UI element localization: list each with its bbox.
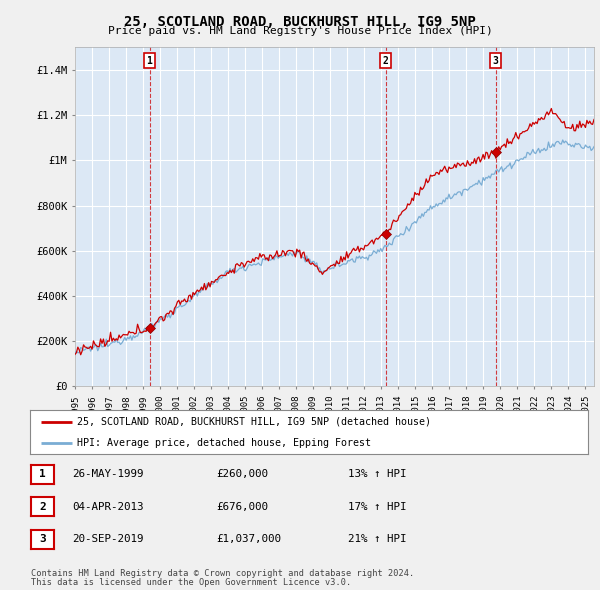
Text: This data is licensed under the Open Government Licence v3.0.: This data is licensed under the Open Gov… [31, 578, 352, 588]
Text: £260,000: £260,000 [216, 470, 268, 479]
Text: 3: 3 [39, 535, 46, 544]
Text: 2: 2 [39, 502, 46, 512]
Text: 25, SCOTLAND ROAD, BUCKHURST HILL, IG9 5NP: 25, SCOTLAND ROAD, BUCKHURST HILL, IG9 5… [124, 15, 476, 29]
Text: Contains HM Land Registry data © Crown copyright and database right 2024.: Contains HM Land Registry data © Crown c… [31, 569, 415, 578]
Text: 13% ↑ HPI: 13% ↑ HPI [348, 470, 407, 479]
Text: HPI: Average price, detached house, Epping Forest: HPI: Average price, detached house, Eppi… [77, 438, 371, 448]
Text: 17% ↑ HPI: 17% ↑ HPI [348, 502, 407, 512]
Text: 20-SEP-2019: 20-SEP-2019 [72, 535, 143, 544]
Text: 1: 1 [146, 56, 152, 65]
Text: 04-APR-2013: 04-APR-2013 [72, 502, 143, 512]
Text: 2: 2 [383, 56, 388, 65]
Text: 21% ↑ HPI: 21% ↑ HPI [348, 535, 407, 544]
Text: 26-MAY-1999: 26-MAY-1999 [72, 470, 143, 479]
Text: £1,037,000: £1,037,000 [216, 535, 281, 544]
Text: 3: 3 [493, 56, 499, 65]
Text: £676,000: £676,000 [216, 502, 268, 512]
Text: 25, SCOTLAND ROAD, BUCKHURST HILL, IG9 5NP (detached house): 25, SCOTLAND ROAD, BUCKHURST HILL, IG9 5… [77, 417, 431, 427]
Text: Price paid vs. HM Land Registry's House Price Index (HPI): Price paid vs. HM Land Registry's House … [107, 26, 493, 36]
Text: 1: 1 [39, 470, 46, 479]
